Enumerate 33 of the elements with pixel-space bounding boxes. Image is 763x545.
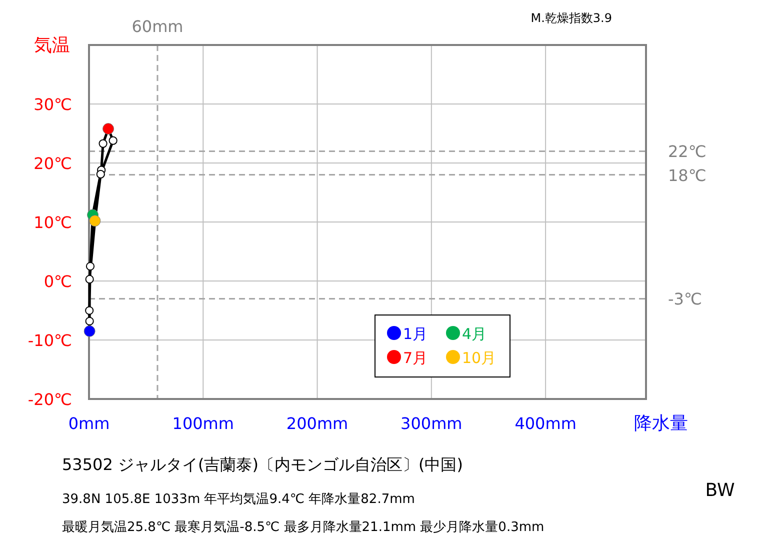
point — [85, 274, 94, 284]
legend-label: 10月 — [462, 349, 496, 367]
text: 39.8N 105.8E 1033m 年平均気温9.4℃ 年降水量82.7mm — [62, 492, 415, 507]
point — [98, 139, 108, 148]
ref-line-label: 60mm — [132, 17, 184, 36]
point — [108, 136, 118, 145]
point — [86, 262, 95, 271]
y-tick-label: 0℃ — [44, 272, 72, 291]
point — [96, 170, 105, 179]
text: BW — [705, 480, 735, 501]
x-tick-label: 0mm — [68, 414, 110, 433]
y-tick-label: -10℃ — [28, 331, 72, 350]
x-tick-label: 300mm — [400, 414, 462, 433]
point — [85, 306, 94, 315]
text: 最暖月気温25.8℃ 最寒月気温-8.5℃ 最多月降水量21.1mm 最少月降水量0.3mm — [62, 519, 544, 535]
ref-line-label: 22℃ — [668, 142, 706, 162]
y-tick-label: 30℃ — [34, 95, 72, 114]
point — [85, 316, 94, 326]
ref-line-label: 18℃ — [668, 166, 706, 185]
ref-line-label: -3℃ — [668, 290, 702, 309]
x-axis-title: 降水量 — [634, 413, 688, 434]
y-tick-label: 20℃ — [34, 154, 72, 173]
y-axis-title: 気温 — [34, 35, 70, 56]
legend-label: 4月 — [462, 325, 487, 343]
legend-label: 1月 — [403, 325, 428, 343]
x-tick-label: 200mm — [286, 414, 348, 433]
text: M.乾燥指数3.9 — [530, 11, 612, 25]
legend-label: 7月 — [403, 349, 428, 367]
x-tick-label: 100mm — [172, 414, 234, 433]
text: 53502 ジャルタイ(吉蘭泰)〔内モンゴル自治区〕(中国) — [62, 455, 463, 474]
y-tick-label: -20℃ — [28, 390, 72, 409]
x-tick-label: 400mm — [514, 414, 576, 433]
y-tick-label: 10℃ — [34, 213, 72, 232]
